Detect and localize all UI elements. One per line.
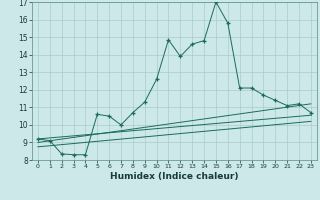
X-axis label: Humidex (Indice chaleur): Humidex (Indice chaleur) [110,172,239,181]
